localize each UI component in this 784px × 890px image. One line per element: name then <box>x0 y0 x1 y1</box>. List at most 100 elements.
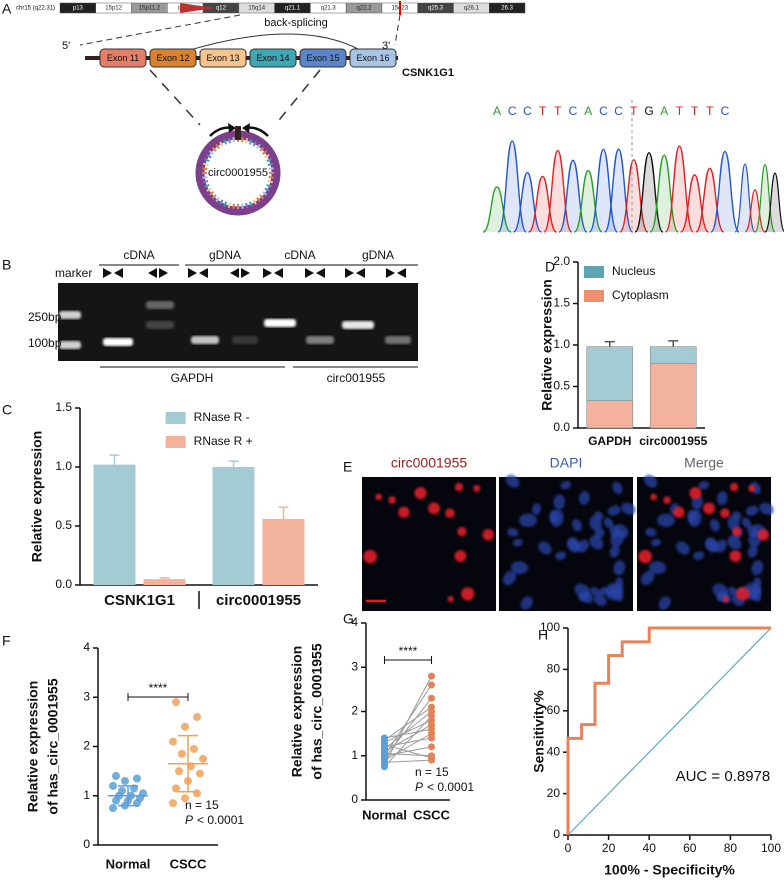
p-value: P < 0.0001 <box>185 813 244 827</box>
circ-tick <box>259 194 265 200</box>
pair-line <box>384 733 432 761</box>
marker-label: marker <box>55 266 92 280</box>
circ-tick <box>208 150 215 155</box>
exon-label: Exon 13 <box>206 53 239 63</box>
point <box>118 786 126 795</box>
primer-arrowhead <box>159 268 168 278</box>
centromere <box>180 3 215 13</box>
x-tick-label: circ0001955 <box>639 434 707 448</box>
y-tick-label: 1.5 <box>55 400 72 414</box>
nucleus <box>589 535 604 550</box>
three-prime: 3' <box>382 40 390 52</box>
red-signal <box>457 526 467 537</box>
y-tick-label: 0.5 <box>55 518 72 532</box>
back-splicing-label: back-splicing <box>264 17 328 29</box>
circ-tick <box>219 141 224 147</box>
red-signal <box>732 526 742 537</box>
circ-tick <box>227 202 231 209</box>
bar-segment <box>586 400 634 429</box>
nucleus <box>712 583 729 599</box>
micrograph <box>362 477 496 611</box>
pair-line <box>384 728 432 739</box>
nucleus <box>507 527 519 537</box>
nucleus <box>577 539 589 553</box>
nucleus <box>658 596 671 610</box>
nucleus <box>589 515 602 532</box>
circ-label: circ0001955 <box>208 167 268 179</box>
pair-line <box>384 744 432 759</box>
nucleus <box>705 537 719 553</box>
circ-tick <box>252 141 257 147</box>
trace-peak <box>497 140 527 233</box>
legend-label: Cytoplasm <box>612 288 669 302</box>
nucleus <box>532 503 541 515</box>
bar-segment <box>649 346 697 364</box>
circ-tick <box>204 183 210 188</box>
gel-band <box>191 336 219 344</box>
trace-peak <box>710 150 740 233</box>
red-signal <box>414 486 427 500</box>
y-axis-label: Sensitivity% <box>531 690 547 773</box>
red-signal <box>736 587 750 601</box>
point <box>428 681 436 689</box>
nucleus <box>609 525 619 538</box>
red-signal <box>757 529 769 541</box>
primer-arrowhead <box>397 268 406 278</box>
nucleus <box>572 519 582 532</box>
chromosome-band <box>488 2 526 14</box>
primer-arrowhead <box>148 268 157 278</box>
x-tick-label: 40 <box>643 841 657 855</box>
y-tick-label: 2 <box>83 739 90 753</box>
nucleus <box>560 480 572 490</box>
point <box>109 781 117 790</box>
y-tick-label: 0 <box>351 792 358 806</box>
red-signal <box>428 502 440 515</box>
nucleus <box>603 517 614 529</box>
nucleus <box>505 474 520 488</box>
nucleus <box>574 583 591 599</box>
nucleus <box>593 594 607 606</box>
zoom-line <box>149 69 201 126</box>
nucleus <box>612 481 623 495</box>
primer-arrowhead <box>241 268 250 278</box>
circ-tick <box>232 203 235 209</box>
circ-tick <box>241 137 244 143</box>
nucleus <box>553 494 566 510</box>
point <box>190 744 198 753</box>
zoom-line <box>79 14 241 46</box>
bar-segment <box>649 362 697 429</box>
x-tick-label: CSCC <box>170 856 207 871</box>
gel-band <box>264 319 296 327</box>
circ-tick <box>266 158 272 163</box>
nucleus <box>594 528 605 540</box>
y-tick-label: 0 <box>83 837 90 851</box>
nucleus <box>741 517 752 529</box>
gel-band <box>146 301 174 309</box>
band-label: q22.2 <box>357 6 373 12</box>
lane-label: gDNA <box>362 248 394 262</box>
p-text: < 0.0001 <box>427 780 474 794</box>
x-tick-label: 80 <box>724 841 738 855</box>
point <box>121 776 129 785</box>
circ-tick <box>248 139 253 145</box>
y-tick-label: 1.5 <box>553 296 570 310</box>
trace-peak <box>482 186 512 233</box>
point <box>428 754 436 762</box>
point <box>181 794 189 803</box>
base-letter: C <box>721 104 730 118</box>
exon-label: Exon 15 <box>306 53 339 63</box>
nucleus <box>613 560 626 576</box>
point <box>428 743 436 751</box>
red-signal <box>729 550 742 563</box>
p-text: < 0.0001 <box>197 813 244 827</box>
nucleus <box>727 535 742 550</box>
exon <box>349 48 397 68</box>
base-letter: C <box>508 104 517 118</box>
circ-tick <box>267 180 274 184</box>
primer-arrowhead <box>305 268 314 278</box>
bar <box>212 467 255 585</box>
exon <box>299 48 347 68</box>
point <box>181 722 189 731</box>
nucleus <box>605 582 624 597</box>
exon <box>149 48 197 68</box>
